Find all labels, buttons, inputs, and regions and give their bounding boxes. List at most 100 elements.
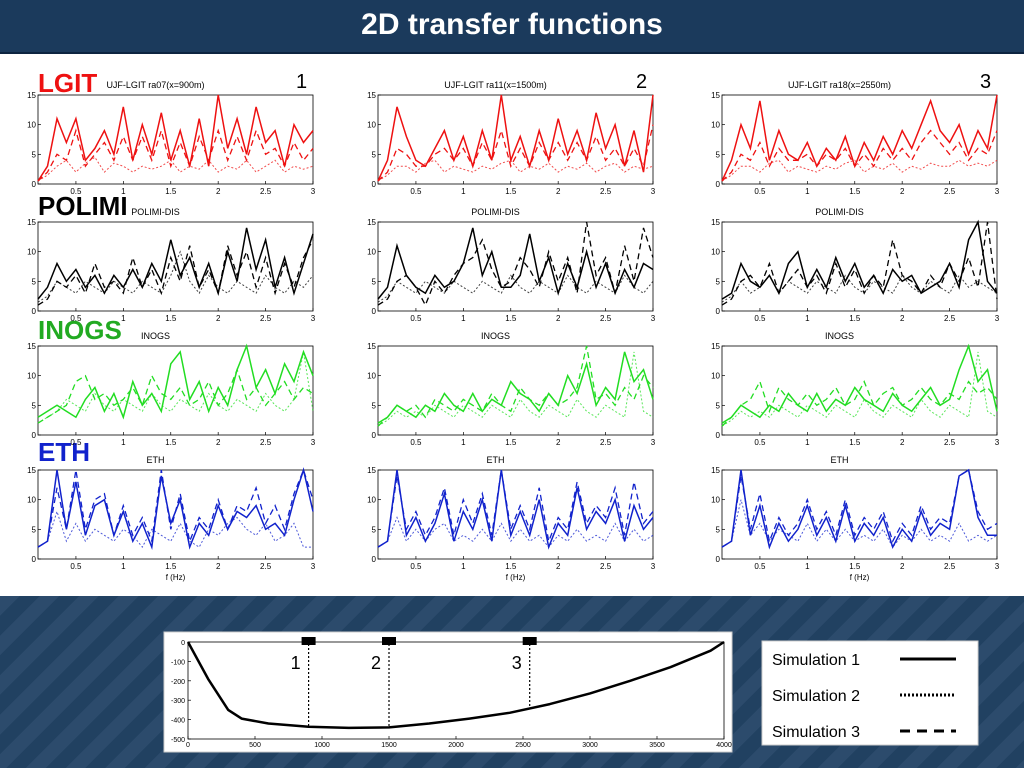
y-tick-label: 15: [711, 342, 720, 351]
y-tick-label: 15: [27, 91, 36, 100]
x-tick-label: 0.5: [754, 562, 766, 571]
profile-x-tick-label: 0: [186, 742, 190, 749]
series-line-sim2: [377, 351, 654, 427]
profile-panel: [163, 631, 733, 753]
x-tick-label: 1.5: [165, 562, 177, 571]
panel-frame: [37, 221, 314, 312]
row-label-eth: ETH: [38, 437, 90, 467]
profile-y-tick-label: -300: [171, 698, 185, 705]
y-tick-label: 10: [711, 121, 720, 130]
x-tick-label: 1.5: [505, 562, 517, 571]
x-tick-label: 1: [461, 562, 466, 571]
series-line-sim3: [377, 345, 654, 427]
x-tick-label: 1: [461, 314, 466, 323]
x-tick-label: 3: [311, 562, 316, 571]
x-tick-label: 0.5: [754, 438, 766, 447]
series-line-sim3: [37, 367, 314, 424]
x-tick-label: 0.5: [410, 187, 422, 196]
x-tick-label: 1: [805, 314, 810, 323]
y-tick-label: 5: [372, 401, 377, 410]
y-tick-label: 0: [32, 431, 37, 440]
x-axis-label: f (Hz): [506, 573, 526, 582]
series-line-sim3: [377, 124, 654, 182]
panel-title: INOGS: [481, 331, 510, 341]
y-tick-label: 0: [716, 180, 721, 189]
y-tick-label: 10: [367, 121, 376, 130]
y-tick-label: 0: [372, 180, 377, 189]
panel-lgit-2: UJF-LGIT ra11(x=1500m) 0 5 10 15 0.5 1 1.5 2 2.5 3: [367, 80, 656, 196]
x-tick-label: 2.5: [944, 187, 956, 196]
x-tick-label: 0.5: [754, 187, 766, 196]
row-label-lgit: LGIT: [38, 68, 97, 98]
x-tick-label: 2.5: [600, 562, 612, 571]
y-tick-label: 0: [372, 307, 377, 316]
x-tick-label: 1: [121, 187, 126, 196]
y-tick-label: 5: [32, 525, 37, 534]
x-tick-label: 2: [216, 562, 221, 571]
panel-eth-3: ETH 0 5 10 15 0.5 1 1.5 2 2.5 3 f (Hz): [711, 455, 1000, 582]
station-marker-2: [382, 637, 396, 645]
panel-frame: [721, 469, 998, 560]
panel-title: INOGS: [825, 331, 854, 341]
panel-eth-1: ETH 0 5 10 15 0.5 1 1.5 2 2.5 3 f (Hz): [27, 455, 316, 582]
y-tick-label: 0: [32, 555, 37, 564]
x-tick-label: 0.5: [410, 314, 422, 323]
panel-frame: [37, 345, 314, 436]
x-tick-label: 2.5: [600, 187, 612, 196]
y-tick-label: 5: [32, 401, 37, 410]
profile-y-tick-label: 0: [181, 640, 185, 647]
series-line-sim3: [377, 221, 654, 307]
x-tick-label: 3: [995, 438, 1000, 447]
x-tick-label: 0.5: [410, 562, 422, 571]
x-tick-label: 1.5: [505, 187, 517, 196]
panel-frame: [721, 221, 998, 312]
x-tick-label: 1.5: [165, 438, 177, 447]
column-number-1: 1: [296, 71, 307, 93]
x-tick-label: 1.5: [849, 438, 861, 447]
y-tick-label: 5: [32, 150, 37, 159]
profile-x-tick-label: 2000: [448, 742, 464, 749]
x-tick-label: 2.5: [600, 314, 612, 323]
panel-inogs-3: INOGS 0 5 10 15 0.5 1 1.5 2 2.5 3: [711, 331, 1000, 447]
series-line-sim2: [37, 509, 313, 549]
x-tick-label: 2: [900, 314, 905, 323]
y-tick-label: 10: [367, 372, 376, 381]
profile-y-tick-label: -400: [171, 718, 185, 725]
panel-title: POLIMI-DIS: [815, 207, 864, 217]
x-tick-label: 3: [311, 187, 316, 196]
panel-title: INOGS: [141, 331, 170, 341]
y-tick-label: 15: [711, 466, 720, 475]
x-tick-label: 2: [900, 562, 905, 571]
y-tick-label: 15: [27, 218, 36, 227]
panel-title: POLIMI-DIS: [471, 207, 520, 217]
x-tick-label: 3: [311, 438, 316, 447]
x-tick-label: 0.5: [70, 562, 82, 571]
panel-polimi-2: POLIMI-DIS 0 5 10 15 0.5 1 1.5 2 2.5 3: [367, 207, 656, 323]
y-tick-label: 0: [716, 307, 721, 316]
y-tick-label: 5: [716, 401, 721, 410]
profile-x-tick-label: 4000: [716, 742, 732, 749]
panel-lgit-1: UJF-LGIT ra07(x=900m) 0 5 10 15 0.5 1 1.5 2 2.5 3: [27, 80, 316, 196]
profile-x-tick-label: 500: [249, 742, 261, 749]
y-tick-label: 10: [711, 248, 720, 257]
y-tick-label: 0: [716, 555, 721, 564]
x-tick-label: 1.5: [849, 314, 861, 323]
series-line-sim1: [377, 94, 654, 182]
x-tick-label: 0.5: [410, 438, 422, 447]
x-tick-label: 2: [216, 187, 221, 196]
y-tick-label: 10: [711, 372, 720, 381]
y-tick-label: 5: [716, 277, 721, 286]
y-tick-label: 0: [372, 555, 377, 564]
x-tick-label: 1: [805, 187, 810, 196]
y-tick-label: 15: [367, 218, 376, 227]
station-marker-3: [522, 637, 537, 645]
series-line-sim1: [721, 468, 997, 550]
panel-inogs-2: INOGS 0 5 10 15 0.5 1 1.5 2 2.5 3: [367, 331, 656, 447]
profile-x-tick-label: 2500: [515, 742, 531, 749]
basin-profile-line: [186, 640, 725, 730]
y-tick-label: 10: [711, 496, 720, 505]
x-tick-label: 2: [556, 438, 561, 447]
x-tick-label: 1: [805, 562, 810, 571]
